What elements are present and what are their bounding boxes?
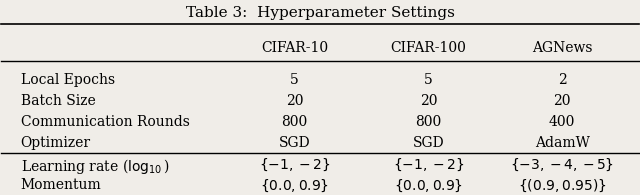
Text: $\{0.0, 0.9\}$: $\{0.0, 0.9\}$ bbox=[394, 178, 463, 194]
Text: Local Epochs: Local Epochs bbox=[20, 74, 115, 87]
Text: 20: 20 bbox=[420, 94, 437, 108]
Text: Learning rate ($\log_{10}$): Learning rate ($\log_{10}$) bbox=[20, 157, 170, 176]
Text: Communication Rounds: Communication Rounds bbox=[20, 115, 189, 129]
Text: $\{-1, -2\}$: $\{-1, -2\}$ bbox=[392, 157, 464, 173]
Text: $\{-1, -2\}$: $\{-1, -2\}$ bbox=[259, 157, 330, 173]
Text: Momentum: Momentum bbox=[20, 178, 101, 192]
Text: $\{-3, -4, -5\}$: $\{-3, -4, -5\}$ bbox=[510, 157, 614, 173]
Text: SGD: SGD bbox=[413, 136, 444, 150]
Text: AGNews: AGNews bbox=[532, 41, 593, 55]
Text: CIFAR-100: CIFAR-100 bbox=[390, 41, 467, 55]
Text: SGD: SGD bbox=[278, 136, 310, 150]
Text: Table 3:  Hyperparameter Settings: Table 3: Hyperparameter Settings bbox=[186, 6, 454, 20]
Text: 800: 800 bbox=[415, 115, 442, 129]
Text: Batch Size: Batch Size bbox=[20, 94, 95, 108]
Text: 800: 800 bbox=[282, 115, 308, 129]
Text: Optimizer: Optimizer bbox=[20, 136, 91, 150]
Text: $\{(0.9, 0.95)\}$: $\{(0.9, 0.95)\}$ bbox=[518, 178, 607, 194]
Text: 20: 20 bbox=[286, 94, 303, 108]
Text: 400: 400 bbox=[549, 115, 575, 129]
Text: AdamW: AdamW bbox=[534, 136, 589, 150]
Text: 2: 2 bbox=[558, 74, 566, 87]
Text: CIFAR-10: CIFAR-10 bbox=[261, 41, 328, 55]
Text: 5: 5 bbox=[424, 74, 433, 87]
Text: $\{0.0, 0.9\}$: $\{0.0, 0.9\}$ bbox=[260, 178, 329, 194]
Text: 5: 5 bbox=[290, 74, 299, 87]
Text: 20: 20 bbox=[554, 94, 571, 108]
